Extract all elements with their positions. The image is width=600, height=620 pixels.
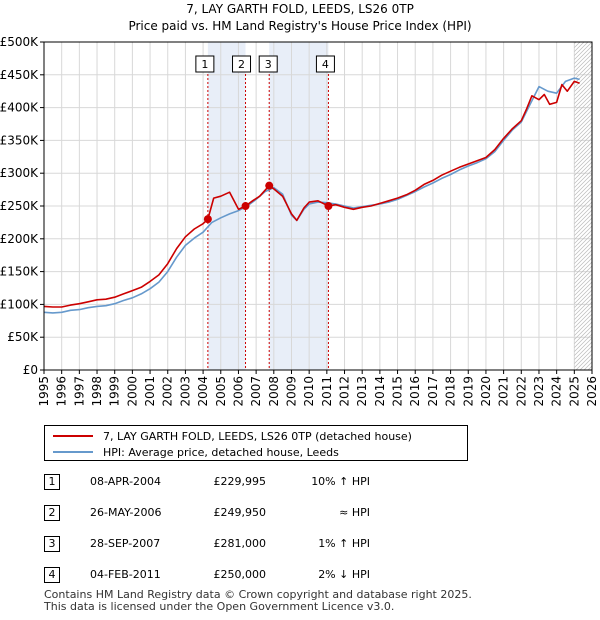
property-price-line [43, 80, 580, 308]
price-chart: 7, LAY GARTH FOLD, LEEDS, LS26 0TP Price… [0, 2, 599, 407]
transaction-label-frame [315, 55, 335, 73]
transaction-price: £281,000 [213, 537, 267, 550]
chart-legend: 7, LAY GARTH FOLD, LEEDS, LS26 0TP (deta… [44, 425, 468, 461]
x-tick-label: 2012 [338, 376, 352, 407]
x-tick-label: 2014 [373, 376, 387, 407]
transaction-number: 3 [44, 536, 60, 552]
x-tick-label: 2013 [355, 376, 369, 407]
y-tick-label: £100K [0, 297, 39, 311]
transaction-date: 28-SEP-2007 [90, 537, 161, 550]
legend-label-hpi: HPI: Average price, detached house, Leed… [103, 445, 339, 459]
transaction-price: £249,950 [213, 506, 267, 519]
x-tick-label: 1999 [108, 376, 122, 407]
chart-subtitle: Price paid vs. HM Land Registry's House … [128, 19, 471, 33]
transaction-hpi-relation: 1% ↑ HPI [318, 537, 370, 550]
transaction-hpi-relation: 10% ↑ HPI [311, 475, 370, 488]
y-tick-label: £350K [0, 133, 39, 147]
legend-item-property: 7, LAY GARTH FOLD, LEEDS, LS26 0TP (deta… [53, 428, 412, 444]
transaction-marker [203, 215, 212, 224]
y-tick-label: £250K [0, 199, 39, 213]
transaction-row: 1 08-APR-2004 £229,995 10% ↑ HPI [44, 474, 464, 494]
x-tick-label: 2002 [161, 376, 175, 407]
transaction-label-box: 4 [315, 55, 335, 73]
x-tick-label: 1995 [37, 376, 51, 407]
x-tick-label: 2026 [585, 376, 599, 407]
x-tick-label: 2009 [284, 376, 298, 407]
footer-licence: This data is licensed under the Open Gov… [44, 600, 395, 613]
transaction-label-number: 4 [322, 58, 329, 71]
legend-label-property: 7, LAY GARTH FOLD, LEEDS, LS26 0TP (deta… [103, 429, 412, 443]
transaction-row: 3 28-SEP-2007 £281,000 1% ↑ HPI [44, 536, 464, 556]
x-tick-label: 2004 [196, 376, 210, 407]
x-tick-label: 2003 [178, 376, 192, 407]
x-tick-label: 2015 [391, 376, 405, 407]
x-tick-label: 2006 [231, 376, 245, 407]
x-tick-label: 2017 [426, 376, 440, 407]
transaction-hpi-relation: ≈ HPI [339, 506, 370, 519]
x-tick-label: 2021 [497, 376, 511, 407]
transaction-label-box: 3 [258, 55, 278, 73]
x-tick-label: 2023 [532, 376, 546, 407]
transaction-row: 4 04-FEB-2011 £250,000 2% ↓ HPI [44, 567, 464, 587]
transaction-label-box: 1 [195, 55, 215, 73]
transaction-number: 2 [44, 505, 60, 521]
x-tick-label: 1996 [55, 376, 69, 407]
chart-title: 7, LAY GARTH FOLD, LEEDS, LS26 0TP [186, 2, 414, 16]
transaction-label-box: 2 [232, 55, 252, 73]
x-tick-label: 2011 [320, 376, 334, 407]
y-tick-label: £0 [23, 363, 38, 377]
transaction-label-number: 1 [201, 58, 208, 71]
transaction-label-frame [195, 55, 215, 73]
legend-swatch-hpi [53, 451, 93, 453]
x-tick-label: 2001 [143, 376, 157, 407]
x-tick-label: 2005 [214, 376, 228, 407]
forecast-hatch-lines [574, 42, 592, 370]
x-tick-label: 1998 [90, 376, 104, 407]
transaction-marker [241, 202, 250, 211]
x-tick-label: 2020 [479, 376, 493, 407]
y-tick-label: £400K [0, 101, 39, 115]
x-tick-label: 2010 [302, 376, 316, 407]
x-tick-label: 2018 [444, 376, 458, 407]
transaction-price: £250,000 [213, 568, 267, 581]
transaction-label-number: 3 [265, 58, 272, 71]
transaction-marker [324, 202, 333, 210]
transaction-row: 2 26-MAY-2006 £249,950 ≈ HPI [44, 505, 464, 525]
attribution-footer: Contains HM Land Registry data © Crown c… [44, 589, 472, 613]
x-tick-label: 2024 [550, 376, 564, 407]
x-tick-label: 2000 [125, 376, 139, 407]
transaction-label-frame [258, 55, 278, 73]
transaction-label-number: 2 [238, 58, 245, 71]
hpi-line [43, 77, 580, 314]
y-tick-label: £300K [0, 166, 39, 180]
x-tick-label: 2025 [567, 376, 581, 407]
transaction-date: 26-MAY-2006 [90, 506, 162, 519]
x-tick-label: 2022 [514, 376, 528, 407]
transaction-price: £229,995 [213, 475, 267, 488]
transaction-date: 04-FEB-2011 [90, 568, 161, 581]
legend-swatch-property [53, 435, 93, 437]
legend-item-hpi: HPI: Average price, detached house, Leed… [53, 444, 339, 460]
footer-copyright: Contains HM Land Registry data © Crown c… [44, 588, 472, 601]
x-tick-label: 1997 [72, 376, 86, 407]
y-tick-label: £450K [0, 68, 39, 82]
transaction-date: 08-APR-2004 [90, 475, 162, 488]
x-tick-label: 2008 [267, 376, 281, 407]
x-tick-label: 2019 [461, 376, 475, 407]
transaction-hpi-relation: 2% ↓ HPI [318, 568, 370, 581]
y-tick-label: £50K [7, 330, 39, 344]
x-tick-label: 2007 [249, 376, 263, 407]
transaction-number: 4 [44, 567, 60, 583]
transaction-number: 1 [44, 474, 60, 490]
transaction-label-frame [232, 55, 252, 73]
y-tick-label: £150K [0, 265, 39, 279]
transaction-marker [265, 181, 274, 190]
y-tick-label: £500K [0, 35, 39, 49]
x-tick-label: 2016 [408, 376, 422, 407]
y-tick-label: £200K [0, 232, 39, 246]
